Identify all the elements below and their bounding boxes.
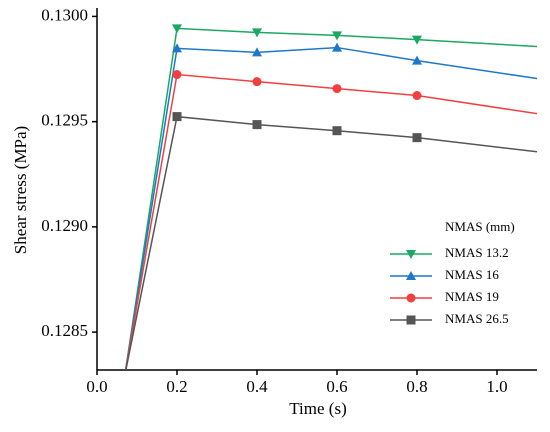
y-tick-label: 0.1285 xyxy=(41,321,88,340)
y-axis-label: Shear stress (MPa) xyxy=(11,126,30,254)
data-point xyxy=(332,31,342,41)
legend-marker xyxy=(406,250,416,259)
legend-label: NMAS 16 xyxy=(445,267,499,282)
legend: NMAS (mm) NMAS 13.2 NMAS 16 NMAS 19 NMAS 26.… xyxy=(390,219,515,326)
legend-title: NMAS (mm) xyxy=(445,219,515,234)
series-line xyxy=(124,73,537,370)
data-point xyxy=(332,42,342,52)
x-tick-label: 1.0 xyxy=(486,377,507,396)
plot-area xyxy=(124,24,537,370)
data-point xyxy=(172,43,182,53)
data-point xyxy=(412,91,422,101)
x-axis-label: Time (s) xyxy=(289,399,346,418)
legend-label: NMAS 13.2 xyxy=(445,245,509,260)
data-point xyxy=(252,28,262,38)
data-point xyxy=(412,35,422,45)
y-tick-label: 0.1290 xyxy=(41,216,88,235)
series-line xyxy=(125,115,537,370)
y-tick-label: 0.1300 xyxy=(41,5,88,24)
data-point xyxy=(412,133,422,143)
legend-label: NMAS 26.5 xyxy=(445,311,509,326)
data-point xyxy=(172,112,182,122)
data-point xyxy=(172,70,182,80)
data-point xyxy=(332,126,342,136)
x-tick-label: 0.0 xyxy=(86,377,107,396)
data-point xyxy=(252,47,262,57)
data-point xyxy=(252,77,262,87)
data-point xyxy=(412,55,422,65)
legend-label: NMAS 19 xyxy=(445,289,499,304)
y-tick-label: 0.1295 xyxy=(41,111,88,130)
series-line xyxy=(124,27,537,370)
data-point xyxy=(252,120,262,130)
legend-marker xyxy=(406,315,416,325)
x-tick-label: 0.8 xyxy=(406,377,427,396)
legend-marker xyxy=(406,293,416,303)
data-point xyxy=(332,84,342,94)
data-point xyxy=(172,24,182,34)
x-tick-label: 0.6 xyxy=(326,377,347,396)
x-tick-label: 0.2 xyxy=(166,377,187,396)
series-line xyxy=(124,46,537,370)
x-tick-label: 0.4 xyxy=(246,377,268,396)
legend-marker xyxy=(406,271,416,280)
